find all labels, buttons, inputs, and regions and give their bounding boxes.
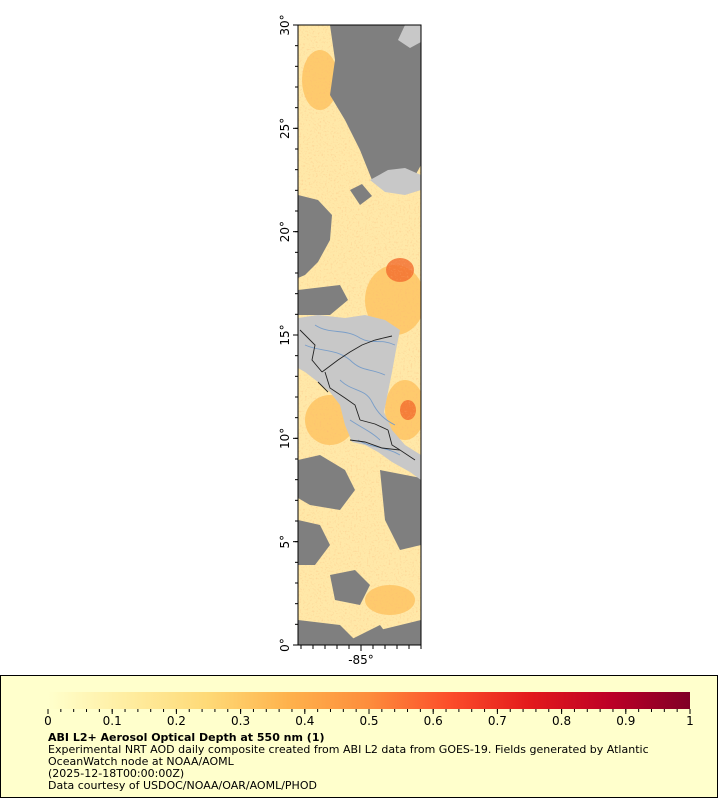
cloud-mask bbox=[298, 25, 421, 645]
lat-tick-label: 10° bbox=[278, 428, 292, 449]
latitude-axis: 0° 5° 10° 15° 20° 25° 30° bbox=[278, 14, 298, 652]
longitude-axis: -85° bbox=[300, 645, 422, 667]
legend-panel: 0 0.1 0.2 0.3 0.4 0.5 0.6 0.7 0.8 0.9 1 ABI L2+ Ae… bbox=[0, 675, 718, 798]
colorbar-label: 0.2 bbox=[167, 714, 186, 728]
colorbar-label: 0.4 bbox=[295, 714, 314, 728]
legend-credit: Data courtesy of USDOC/NOAA/OAR/AOML/PHO… bbox=[48, 779, 317, 792]
lat-tick-label: 5° bbox=[278, 535, 292, 549]
lat-tick-label: 15° bbox=[278, 324, 292, 345]
map-frame-content bbox=[298, 25, 421, 645]
colorbar-label: 0.1 bbox=[103, 714, 122, 728]
lon-tick-label: -85° bbox=[348, 653, 374, 667]
colorbar: 0 0.1 0.2 0.3 0.4 0.5 0.6 0.7 0.8 0.9 1 bbox=[44, 692, 694, 728]
colorbar-label: 0.5 bbox=[359, 714, 378, 728]
legend-title: ABI L2+ Aerosol Optical Depth at 550 nm … bbox=[48, 731, 325, 744]
colorbar-label: 0.3 bbox=[231, 714, 250, 728]
lat-tick-label: 30° bbox=[278, 14, 292, 35]
legend-text: ABI L2+ Aerosol Optical Depth at 550 nm … bbox=[48, 732, 708, 792]
colorbar-label: 0 bbox=[44, 714, 52, 728]
colorbar-label: 1 bbox=[686, 714, 694, 728]
rivers bbox=[304, 324, 401, 456]
colorbar-label: 0.6 bbox=[424, 714, 443, 728]
colorbar-ticks: 0 0.1 0.2 0.3 0.4 0.5 0.6 0.7 0.8 0.9 1 bbox=[44, 709, 694, 728]
lat-tick-label: 25° bbox=[278, 118, 292, 139]
colorbar-label: 0.8 bbox=[552, 714, 571, 728]
legend-time: (2025-12-18T00:00:00Z) bbox=[48, 767, 185, 780]
colorbar-label: 0.9 bbox=[616, 714, 635, 728]
lat-tick-label: 20° bbox=[278, 221, 292, 242]
map-figure: 0° 5° 10° 15° 20° 25° 30° -85° bbox=[278, 14, 422, 667]
colorbar-bar bbox=[48, 692, 690, 709]
country-borders bbox=[299, 329, 416, 461]
colorbar-label: 0.7 bbox=[488, 714, 507, 728]
lat-tick-label: 0° bbox=[278, 638, 292, 652]
legend-description: Experimental NRT AOD daily composite cre… bbox=[48, 743, 649, 768]
